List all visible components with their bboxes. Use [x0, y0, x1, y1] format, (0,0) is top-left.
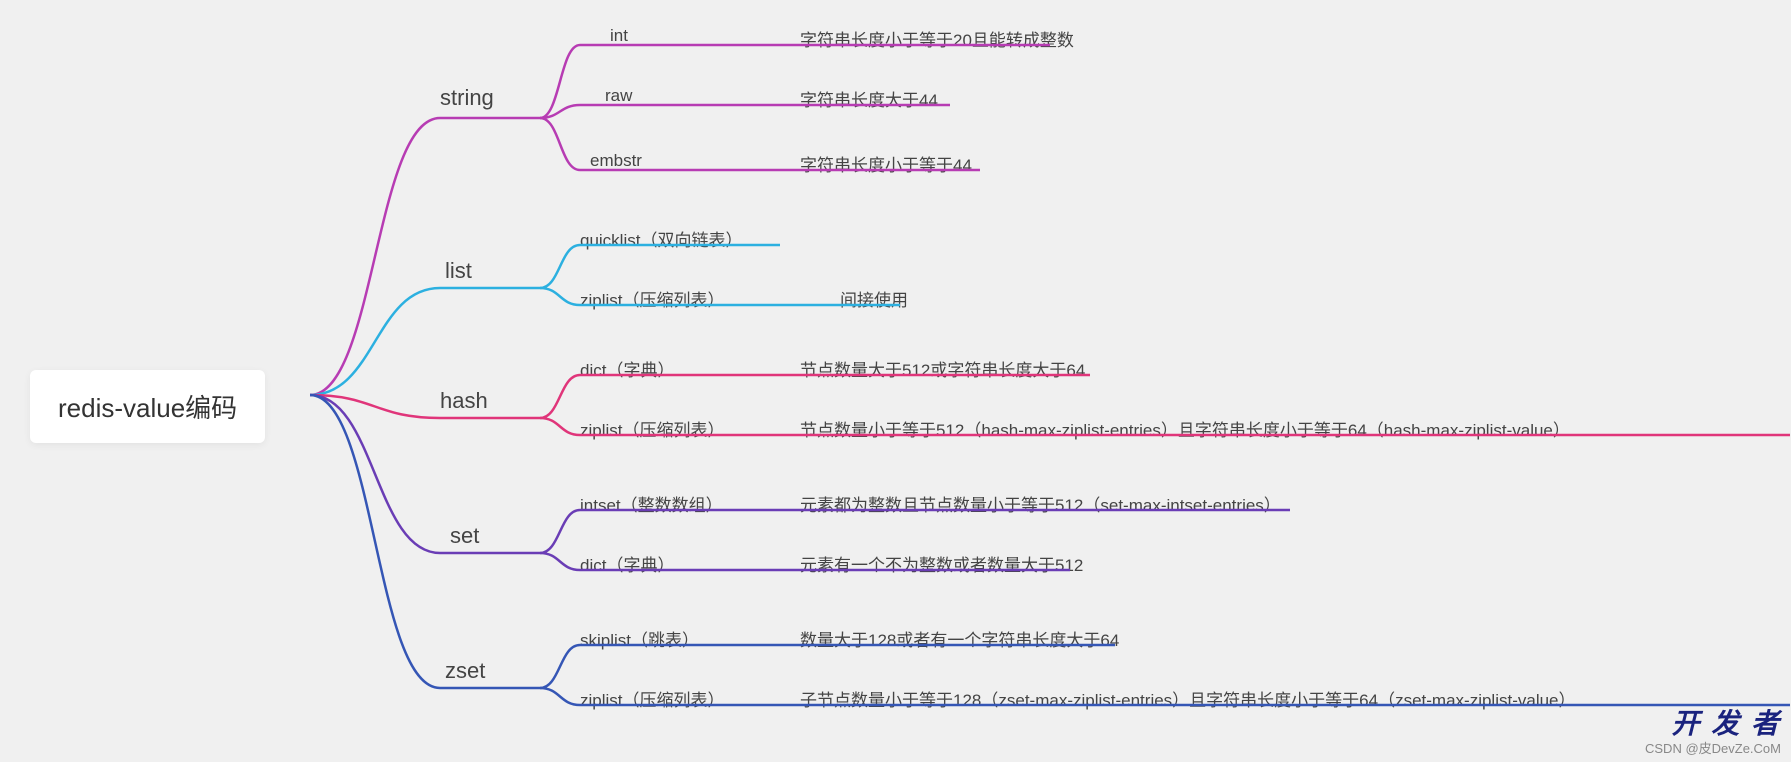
- leaf-ziplist-h: ziplist（压缩列表）: [580, 416, 725, 441]
- cat-list: list: [445, 258, 472, 284]
- leaf-dict-s: dict（字典）: [580, 551, 674, 576]
- leaf-skiplist: skiplist（跳表）: [580, 626, 699, 651]
- leaf-dict-h: dict（字典）: [580, 356, 674, 381]
- cat-hash: hash: [440, 388, 488, 414]
- cat-zset: zset: [445, 658, 485, 684]
- desc-ziplist-l: 间接使用: [840, 286, 908, 311]
- desc-ziplist-z: 子节点数量小于等于128（zset-max-ziplist-entries）且字…: [800, 686, 1576, 711]
- watermark-main: 开 发 者: [1671, 702, 1781, 742]
- desc-int: 字符串长度小于等于20且能转成整数: [800, 26, 1074, 51]
- cat-string: string: [440, 85, 494, 111]
- root-label: redis-value编码: [58, 393, 237, 423]
- desc-embstr: 字符串长度小于等于44: [800, 151, 972, 176]
- leaf-intset: intset（整数数组）: [580, 491, 723, 516]
- desc-raw: 字符串长度大于44: [800, 86, 938, 111]
- desc-dict-h: 节点数量大于512或字符串长度大于64: [800, 356, 1085, 381]
- leaf-ziplist-l: ziplist（压缩列表）: [580, 286, 725, 311]
- desc-ziplist-h: 节点数量小于等于512（hash-max-ziplist-entries）且字符…: [800, 416, 1570, 441]
- desc-intset: 元素都为整数且节点数量小于等于512（set-max-intset-entrie…: [800, 491, 1281, 516]
- watermark-sub: CSDN @皮DevZe.CoM: [1645, 738, 1781, 757]
- leaf-int: int: [610, 26, 628, 46]
- leaf-ziplist-z: ziplist（压缩列表）: [580, 686, 725, 711]
- leaf-raw: raw: [605, 86, 632, 106]
- cat-set: set: [450, 523, 479, 549]
- leaf-quicklist: quicklist（双向链表）: [580, 226, 742, 251]
- desc-skiplist: 数量大于128或者有一个字符串长度大于64: [800, 626, 1119, 651]
- desc-dict-s: 元素有一个不为整数或者数量大于512: [800, 551, 1083, 576]
- root-node: redis-value编码: [30, 370, 265, 443]
- leaf-embstr: embstr: [590, 151, 642, 171]
